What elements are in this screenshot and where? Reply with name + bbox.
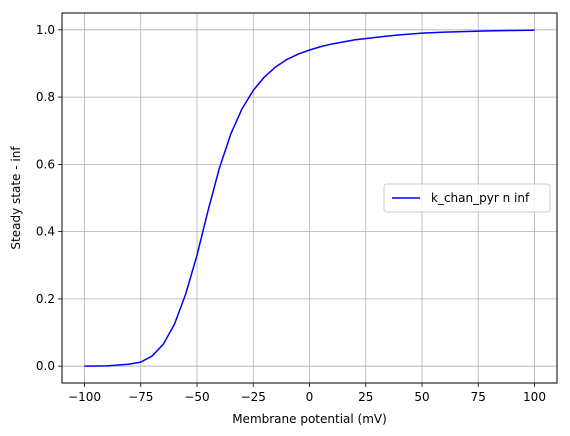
x-tick-label: −75 — [128, 390, 153, 404]
y-tick-label: 0.4 — [36, 225, 55, 239]
legend-frame — [383, 183, 551, 213]
x-tick-label: 0 — [306, 390, 314, 404]
y-axis-label: Steady state - inf — [9, 146, 23, 250]
series-line — [84, 29, 535, 367]
x-tick-label: −25 — [241, 390, 266, 404]
y-tick-label: 0.6 — [36, 157, 55, 171]
x-tick-label: −50 — [184, 390, 209, 404]
x-tick-label: 25 — [358, 390, 373, 404]
y-tick-label: 1.0 — [36, 23, 55, 37]
x-tick-label: 50 — [414, 390, 429, 404]
legend: k_chan_pyr n inf — [383, 183, 551, 213]
y-tick-label: 0.0 — [36, 359, 55, 373]
grid — [62, 13, 557, 383]
x-tick-label: −100 — [68, 390, 101, 404]
y-tick-label: 0.2 — [36, 292, 55, 306]
legend-entry-label: k_chan_pyr n inf — [431, 191, 530, 205]
x-tick-label: 75 — [471, 390, 486, 404]
x-axis-label: Membrane potential (mV) — [232, 412, 387, 426]
x-tick-label: 100 — [523, 390, 546, 404]
ticks: −100 −75 −50 −25 0 25 50 75 100 0.0 0.2 0.4 0.6 0.8 1.… — [36, 23, 546, 404]
y-tick-label: 0.8 — [36, 90, 55, 104]
series-layer — [84, 29, 535, 367]
